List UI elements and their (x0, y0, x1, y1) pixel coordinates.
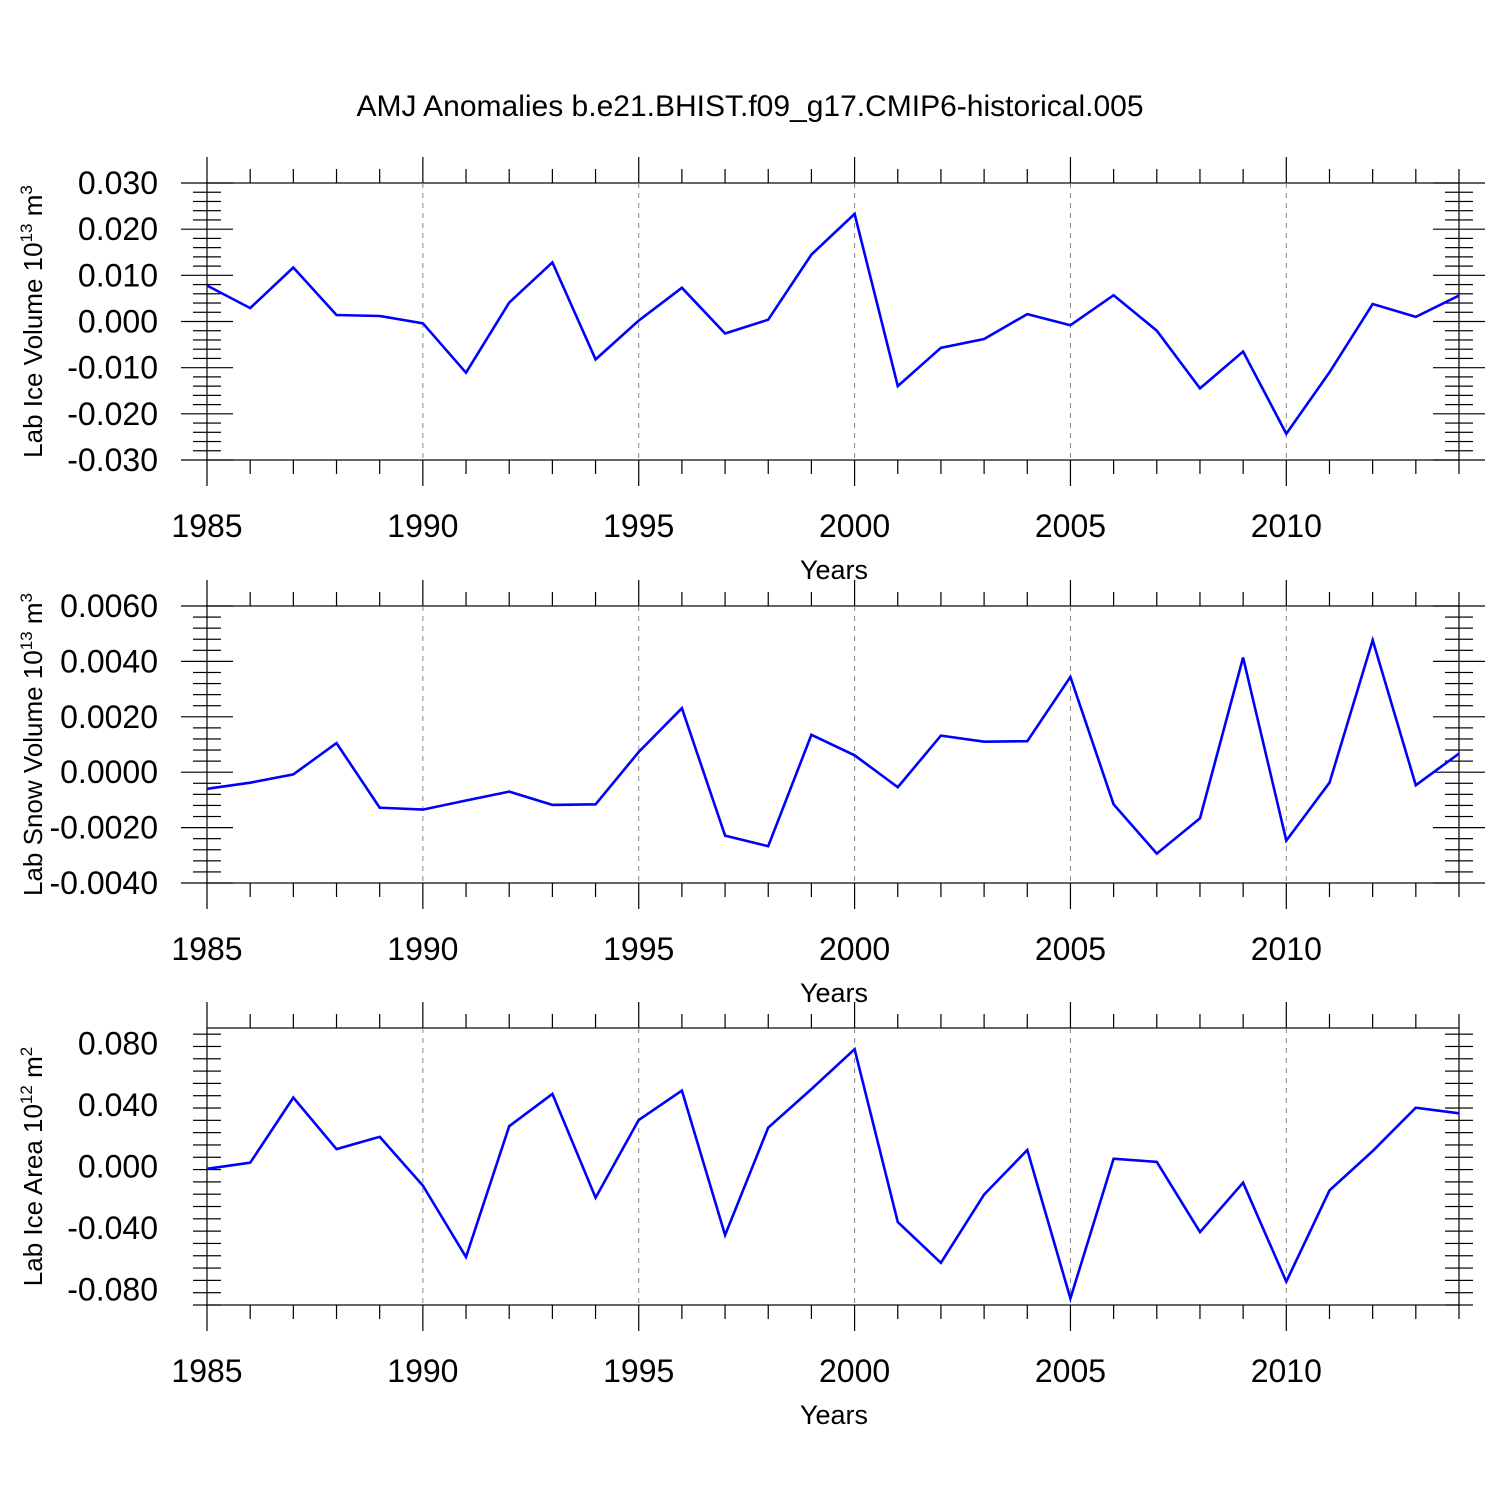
y-tick-label: -0.0020 (49, 810, 158, 846)
y-tick-label: 0.0060 (60, 588, 158, 624)
x-tick-label: 2000 (819, 931, 890, 967)
x-tick-label: 2005 (1035, 1353, 1106, 1389)
x-tick-label: 2010 (1251, 1353, 1322, 1389)
x-tick-label: 1995 (603, 508, 674, 544)
x-tick-label: 2010 (1251, 931, 1322, 967)
y-axis-label-part: 2 (17, 1047, 36, 1056)
y-axis-label: Lab Ice Volume 1013 m3 (17, 185, 48, 458)
y-axis-label-part: 13 (17, 224, 36, 243)
y-tick-label: 0.000 (78, 304, 158, 340)
y-tick-label: -0.040 (67, 1210, 158, 1246)
x-tick-label: 1995 (603, 931, 674, 967)
y-tick-label: 0.010 (78, 257, 158, 293)
panel-3: 1985 1990 1995 2000 2005 2010 0.080 0.040 0.000 -… (17, 1002, 1473, 1430)
y-tick-label: 0.080 (78, 1025, 158, 1061)
plot-frame (207, 183, 1459, 460)
y-tick-label: 0.020 (78, 211, 158, 247)
y-tick-label: -0.010 (67, 350, 158, 386)
series-line (207, 214, 1459, 434)
y-axis-label-part: 3 (17, 593, 36, 602)
y-tick-label: -0.030 (67, 442, 158, 478)
series-line (207, 640, 1459, 854)
y-axis-label: Lab Ice Area 1012 m2 (17, 1047, 48, 1286)
x-tick-label: 1990 (387, 508, 458, 544)
x-tick-label: 2005 (1035, 508, 1106, 544)
y-tick-label: 0.0020 (60, 699, 158, 735)
y-tick-label: -0.080 (67, 1272, 158, 1308)
panel-1: 1985 1990 1995 2000 2005 2010 0.030 0.020 0.010 0… (17, 157, 1485, 585)
chart-title: AMJ Anomalies b.e21.BHIST.f09_g17.CMIP6-… (0, 90, 1500, 124)
x-tick-label: 2000 (819, 508, 890, 544)
y-axis-label: Lab Snow Volume 1013 m3 (17, 593, 48, 896)
panel-2: 1985 1990 1995 2000 2005 2010 0.0060 0.0040 0.00… (17, 580, 1485, 1008)
y-axis-label-part: 13 (17, 631, 36, 650)
x-axis-label: Years (800, 978, 868, 1008)
x-tick-label: 2000 (819, 1353, 890, 1389)
x-tick-label: 1985 (171, 931, 242, 967)
x-tick-label: 1995 (603, 1353, 674, 1389)
series-line (207, 1049, 1459, 1298)
y-axis-label-part: m (18, 602, 48, 631)
y-tick-label: 0.0000 (60, 754, 158, 790)
y-tick-label: -0.020 (67, 396, 158, 432)
x-tick-label: 1990 (387, 1353, 458, 1389)
x-tick-label: 1985 (171, 508, 242, 544)
y-tick-label: 0.000 (78, 1149, 158, 1185)
x-tick-label: 1990 (387, 931, 458, 967)
x-tick-label: 1985 (171, 1353, 242, 1389)
y-tick-label: 0.030 (78, 165, 158, 201)
y-axis-label-part: 3 (17, 185, 36, 194)
y-axis-label-part: 12 (17, 1085, 36, 1104)
x-tick-label: 2010 (1251, 508, 1322, 544)
y-tick-label: 0.0040 (60, 643, 158, 679)
y-axis-label-part: Lab Snow Volume 10 (18, 650, 48, 896)
y-axis-label-part: Lab Ice Volume 10 (18, 242, 48, 457)
y-axis-label-part: Lab Ice Area 10 (18, 1104, 48, 1286)
y-tick-label: -0.0040 (49, 865, 158, 901)
x-axis-label: Years (800, 555, 868, 585)
x-tick-label: 2005 (1035, 931, 1106, 967)
y-axis-label-part: m (18, 1056, 48, 1085)
y-axis-label-part: m (18, 195, 48, 224)
x-axis-label: Years (800, 1400, 868, 1430)
y-tick-label: 0.040 (78, 1087, 158, 1123)
